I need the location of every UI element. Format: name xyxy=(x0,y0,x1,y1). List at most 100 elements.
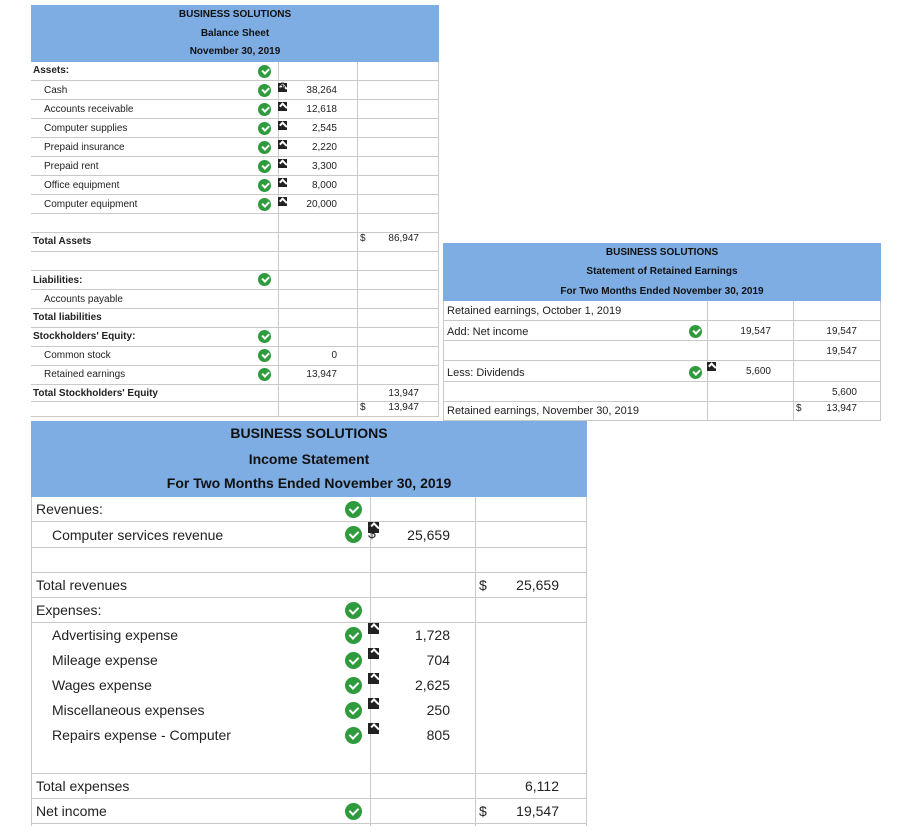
net-income-value[interactable]: 19,547 xyxy=(740,326,771,337)
expense-label: Advertising expense xyxy=(52,627,179,643)
expense-label: Mileage expense xyxy=(52,652,158,668)
asset-label: Computer supplies xyxy=(44,123,128,134)
revenue-item-value[interactable]: 25,659 xyxy=(407,527,450,543)
total-le-currency: $ xyxy=(360,402,366,413)
check-circle-icon xyxy=(258,141,271,154)
expense-row: Advertising expense 1,728 xyxy=(31,623,587,647)
expense-amount[interactable]: 805 xyxy=(426,727,450,743)
expense-amount[interactable]: 704 xyxy=(426,652,450,668)
feedback-flag-icon[interactable] xyxy=(278,159,287,168)
feedback-flag-icon[interactable] xyxy=(707,362,716,371)
feedback-flag-icon[interactable] xyxy=(368,673,379,684)
statement-date: November 30, 2019 xyxy=(189,46,281,57)
dividends-total[interactable]: 5,600 xyxy=(831,387,857,398)
expense-row: Wages expense 2,625 xyxy=(31,673,587,697)
check-circle-icon xyxy=(345,602,362,619)
blank-row xyxy=(31,548,587,573)
retained-earnings-value[interactable]: 13,947 xyxy=(306,369,337,380)
expense-amount[interactable]: 1,728 xyxy=(414,627,450,643)
subtotal-value[interactable]: 19,547 xyxy=(826,346,857,357)
statement-title: Income Statement xyxy=(248,451,370,467)
dividends-value[interactable]: 5,600 xyxy=(745,366,771,377)
statement-period: For Two Months Ended November 30, 2019 xyxy=(560,286,764,297)
expense-amount[interactable]: 250 xyxy=(426,702,450,718)
retained-earnings-row: Retained earnings 13,947 xyxy=(31,366,439,385)
total-equity-label: Total Stockholders' Equity xyxy=(33,388,158,399)
check-circle-icon xyxy=(258,349,271,362)
dividends-row: Less: Dividends 5,600 xyxy=(443,361,881,382)
balance-sheet: BUSINESS SOLUTIONS Balance Sheet Novembe… xyxy=(31,5,439,417)
accounts-payable-label: Accounts payable xyxy=(44,294,123,305)
check-circle-icon xyxy=(258,198,271,211)
feedback-flag-icon[interactable] xyxy=(368,623,379,634)
check-circle-icon xyxy=(345,677,362,694)
company-name: BUSINESS SOLUTIONS xyxy=(605,247,719,258)
revenues-label: Revenues: xyxy=(36,501,103,517)
feedback-flag-icon[interactable] xyxy=(278,197,287,206)
asset-row: Computer equipment 20,000 xyxy=(31,195,439,214)
asset-amount[interactable]: 3,300 xyxy=(311,161,337,172)
revenue-item-label: Computer services revenue xyxy=(52,527,224,543)
total-revenues-label: Total revenues xyxy=(36,577,128,593)
statement-period: For Two Months Ended November 30, 2019 xyxy=(166,475,452,491)
check-circle-icon xyxy=(258,273,271,286)
balance-sheet-grid xyxy=(31,62,439,417)
subtotal-row: 19,547 xyxy=(443,341,881,361)
asset-label: Computer equipment xyxy=(44,199,138,210)
feedback-flag-icon[interactable] xyxy=(368,522,379,533)
check-circle-icon xyxy=(258,84,271,97)
revenues-heading-row: Revenues: xyxy=(31,497,587,522)
asset-amount[interactable]: 8,000 xyxy=(311,180,337,191)
check-circle-icon xyxy=(345,652,362,669)
check-circle-icon xyxy=(689,366,702,379)
asset-amount[interactable]: 2,545 xyxy=(311,123,337,134)
total-expenses-value[interactable]: 6,112 xyxy=(525,778,559,794)
expense-label: Repairs expense - Computer xyxy=(52,727,231,743)
dividends-total-row: 5,600 xyxy=(443,382,881,402)
total-equity-value[interactable]: 13,947 xyxy=(388,388,419,399)
net-income-value[interactable]: 19,547 xyxy=(516,803,559,819)
feedback-flag-icon[interactable] xyxy=(278,178,287,187)
ending-value[interactable]: 13,947 xyxy=(826,403,857,414)
total-assets-label: Total Assets xyxy=(33,236,92,247)
feedback-flag-icon[interactable] xyxy=(278,102,287,111)
asset-amount[interactable]: 38,264 xyxy=(306,85,337,96)
expense-label: Miscellaneous expenses xyxy=(52,702,205,718)
expense-amount[interactable]: 2,625 xyxy=(414,677,450,693)
blank-row xyxy=(31,214,439,233)
income-statement-grid xyxy=(31,497,587,826)
check-circle-icon xyxy=(345,526,362,543)
net-income-row: Add: Net income 19,547 19,547 xyxy=(443,321,881,341)
feedback-flag-icon[interactable] xyxy=(278,121,287,130)
total-assets-value[interactable]: 86,947 xyxy=(388,233,419,244)
feedback-flag-icon[interactable] xyxy=(368,698,379,709)
feedback-flag-icon[interactable] xyxy=(278,140,287,149)
check-circle-icon xyxy=(258,330,271,343)
expense-row: Repairs expense - Computer 805 xyxy=(31,723,587,747)
asset-amount[interactable]: 20,000 xyxy=(306,199,337,210)
ending-label: Retained earnings, November 30, 2019 xyxy=(447,405,640,417)
balance-sheet-header: BUSINESS SOLUTIONS Balance Sheet Novembe… xyxy=(31,5,439,62)
equity-label: Stockholders' Equity: xyxy=(33,331,136,342)
ending-currency: $ xyxy=(796,403,802,414)
retained-earnings-grid xyxy=(443,301,881,421)
net-income-label: Net income xyxy=(36,803,107,819)
common-stock-value[interactable]: 0 xyxy=(331,350,337,361)
feedback-flag-icon[interactable] xyxy=(368,648,379,659)
check-circle-icon xyxy=(258,179,271,192)
total-revenues-value[interactable]: 25,659 xyxy=(516,577,559,593)
assets-label: Assets: xyxy=(33,65,70,76)
asset-label: Prepaid rent xyxy=(44,161,99,172)
feedback-flag-icon[interactable] xyxy=(368,723,379,734)
check-circle-icon xyxy=(258,160,271,173)
total-assets-row: Total Assets $ 86,947 xyxy=(31,233,439,252)
asset-label: Office equipment xyxy=(44,180,120,191)
asset-amount[interactable]: 12,618 xyxy=(306,104,337,115)
assets-heading-row: Assets: xyxy=(31,62,439,81)
asset-amount[interactable]: 2,220 xyxy=(311,142,337,153)
common-stock-label: Common stock xyxy=(44,350,111,361)
feedback-flag-icon[interactable] xyxy=(278,83,287,92)
total-le-value[interactable]: 13,947 xyxy=(388,402,419,413)
total-assets-currency: $ xyxy=(360,233,366,244)
net-income-total[interactable]: 19,547 xyxy=(826,326,857,337)
